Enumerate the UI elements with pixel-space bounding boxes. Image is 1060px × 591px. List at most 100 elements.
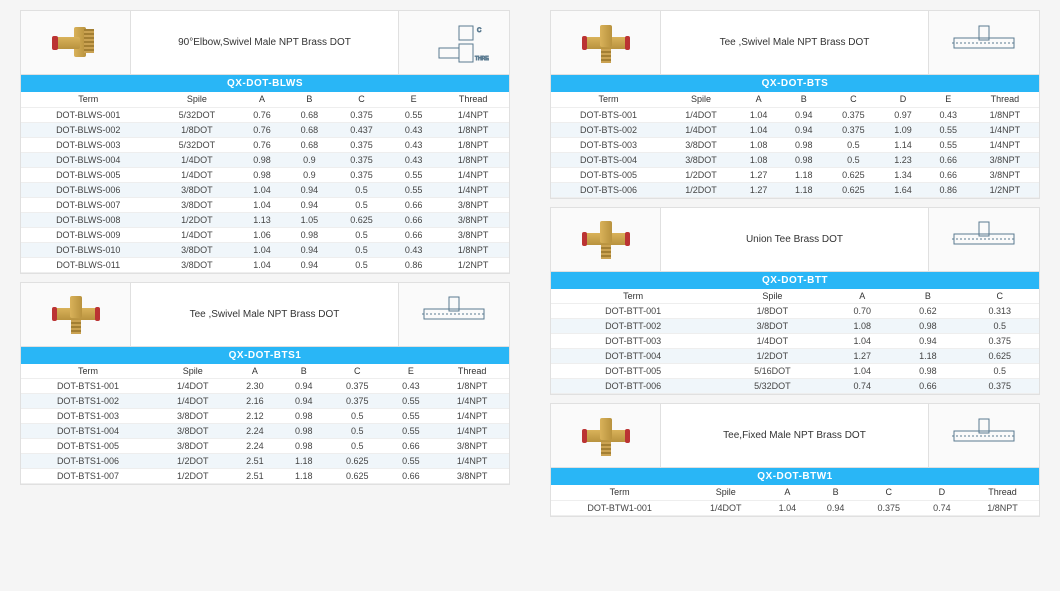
table-cell: DOT-BLWS-003 [21, 137, 156, 152]
table-cell: 0.98 [279, 424, 328, 439]
table-cell: DOT-BLWS-009 [21, 227, 156, 242]
table-cell: 1/4DOT [666, 122, 736, 137]
column-header: Term [551, 92, 666, 107]
table-row: DOT-BTS-0061/2DOT1.271.180.6251.640.861/… [551, 182, 1039, 197]
table-cell: 0.5 [333, 182, 390, 197]
table-cell: 1/4NPT [971, 122, 1039, 137]
table-cell: 0.625 [961, 349, 1039, 364]
tech-drawing-icon: THREADC [419, 18, 489, 68]
product-thumb [551, 11, 661, 74]
column-header: D [918, 485, 966, 500]
table-cell: 1.04 [830, 334, 896, 349]
product-header: Tee ,Swivel Male NPT Brass DOT [551, 11, 1039, 75]
table-cell: 1/2DOT [155, 454, 231, 469]
table-cell: 1/8NPT [966, 500, 1039, 515]
product-code-bar: QX-DOT-BLWS [21, 75, 509, 92]
table-cell: 1.09 [880, 122, 925, 137]
table-row: DOT-BLWS-0021/8DOT0.760.680.4370.431/8NP… [21, 122, 509, 137]
table-cell: 0.375 [333, 137, 390, 152]
table-cell: 3/8NPT [435, 469, 509, 484]
spec-table: TermSpileABCEThreadDOT-BLWS-0015/32DOT0.… [21, 92, 509, 273]
left-column: 90°Elbow,Swivel Male NPT Brass DOT THREAD… [20, 10, 510, 517]
table-cell: 0.375 [961, 334, 1039, 349]
table-cell: 0.98 [781, 137, 826, 152]
table-cell: 1.18 [895, 349, 961, 364]
tech-drawing-icon [414, 289, 494, 339]
table-cell: DOT-BLWS-004 [21, 152, 156, 167]
table-cell: 0.98 [781, 152, 826, 167]
table-cell: 3/8NPT [435, 439, 509, 454]
brass-tee-icon [582, 23, 630, 63]
table-cell: DOT-BTS1-006 [21, 454, 155, 469]
column-header: Term [551, 289, 715, 304]
table-cell: 0.5 [328, 439, 386, 454]
table-cell: 0.55 [386, 454, 435, 469]
table-row: DOT-BTS-0051/2DOT1.271.180.6251.340.663/… [551, 167, 1039, 182]
product-title: Tee ,Swivel Male NPT Brass DOT [131, 283, 399, 346]
table-cell: 1/4NPT [437, 167, 509, 182]
column-header: Thread [966, 485, 1039, 500]
table-cell: 1/8DOT [156, 122, 239, 137]
table-cell: 0.98 [279, 439, 328, 454]
table-row: DOT-BTS1-0011/4DOT2.300.940.3750.431/8NP… [21, 379, 509, 394]
product-title: Tee,Fixed Male NPT Brass DOT [661, 404, 929, 467]
table-cell: 3/8DOT [156, 242, 239, 257]
column-header: B [286, 92, 333, 107]
table-cell: DOT-BTT-001 [551, 304, 715, 319]
table-cell: 3/8DOT [156, 197, 239, 212]
table-cell: DOT-BTS1-001 [21, 379, 155, 394]
table-cell: 0.375 [826, 107, 880, 122]
product-section-btw1: Tee,Fixed Male NPT Brass DOTQX-DOT-BTW1T… [550, 403, 1040, 517]
table-cell: 0.94 [279, 394, 328, 409]
brass-tee-icon [582, 416, 630, 456]
table-cell: 1/2DOT [666, 167, 736, 182]
table-cell: DOT-BLWS-002 [21, 122, 156, 137]
table-cell: 1/8NPT [437, 242, 509, 257]
table-cell: 0.375 [826, 122, 880, 137]
table-cell: DOT-BTS-002 [551, 122, 666, 137]
table-row: DOT-BTT-0023/8DOT1.080.980.5 [551, 319, 1039, 334]
table-header-row: TermSpileABC [551, 289, 1039, 304]
table-cell: 0.68 [286, 107, 333, 122]
table-cell: 0.98 [279, 409, 328, 424]
column-header: B [895, 289, 961, 304]
column-header: C [328, 364, 386, 379]
table-cell: 1/4DOT [666, 107, 736, 122]
table-cell: 1/4DOT [155, 394, 231, 409]
table-cell: 0.625 [826, 182, 880, 197]
table-cell: 0.5 [333, 227, 390, 242]
table-cell: 3/8DOT [156, 182, 239, 197]
product-title: 90°Elbow,Swivel Male NPT Brass DOT [131, 11, 399, 74]
table-header-row: TermSpileABCDEThread [551, 92, 1039, 107]
table-cell: 0.66 [386, 439, 435, 454]
table-cell: 2.12 [230, 409, 279, 424]
table-cell: 2.24 [230, 439, 279, 454]
table-cell: 0.625 [328, 454, 386, 469]
table-cell: 0.43 [390, 137, 437, 152]
table-cell: 5/16DOT [715, 364, 829, 379]
table-cell: 0.5 [328, 424, 386, 439]
table-cell: 1/4DOT [155, 379, 231, 394]
table-cell: 0.62 [895, 304, 961, 319]
column-header: B [279, 364, 328, 379]
table-cell: 1.04 [830, 364, 896, 379]
table-row: DOT-BLWS-0063/8DOT1.040.940.50.551/4NPT [21, 182, 509, 197]
column-header: Spile [715, 289, 829, 304]
table-cell: 0.55 [386, 424, 435, 439]
table-cell: DOT-BTT-006 [551, 379, 715, 394]
table-cell: 2.24 [230, 424, 279, 439]
table-row: DOT-BTS1-0021/4DOT2.160.940.3750.551/4NP… [21, 394, 509, 409]
product-drawing [929, 208, 1039, 271]
product-header: Union Tee Brass DOT [551, 208, 1039, 272]
table-cell: 0.43 [926, 107, 971, 122]
table-cell: 1.18 [781, 182, 826, 197]
table-cell: 0.5 [333, 257, 390, 272]
table-cell: 5/32DOT [156, 137, 239, 152]
table-cell: 0.375 [961, 379, 1039, 394]
right-column: Tee ,Swivel Male NPT Brass DOTQX-DOT-BTS… [550, 10, 1040, 517]
table-cell: 1/4NPT [437, 107, 509, 122]
table-cell: DOT-BTS-005 [551, 167, 666, 182]
table-cell: 0.76 [238, 107, 285, 122]
table-cell: 3/8NPT [971, 152, 1039, 167]
table-row: DOT-BLWS-0015/32DOT0.760.680.3750.551/4N… [21, 107, 509, 122]
